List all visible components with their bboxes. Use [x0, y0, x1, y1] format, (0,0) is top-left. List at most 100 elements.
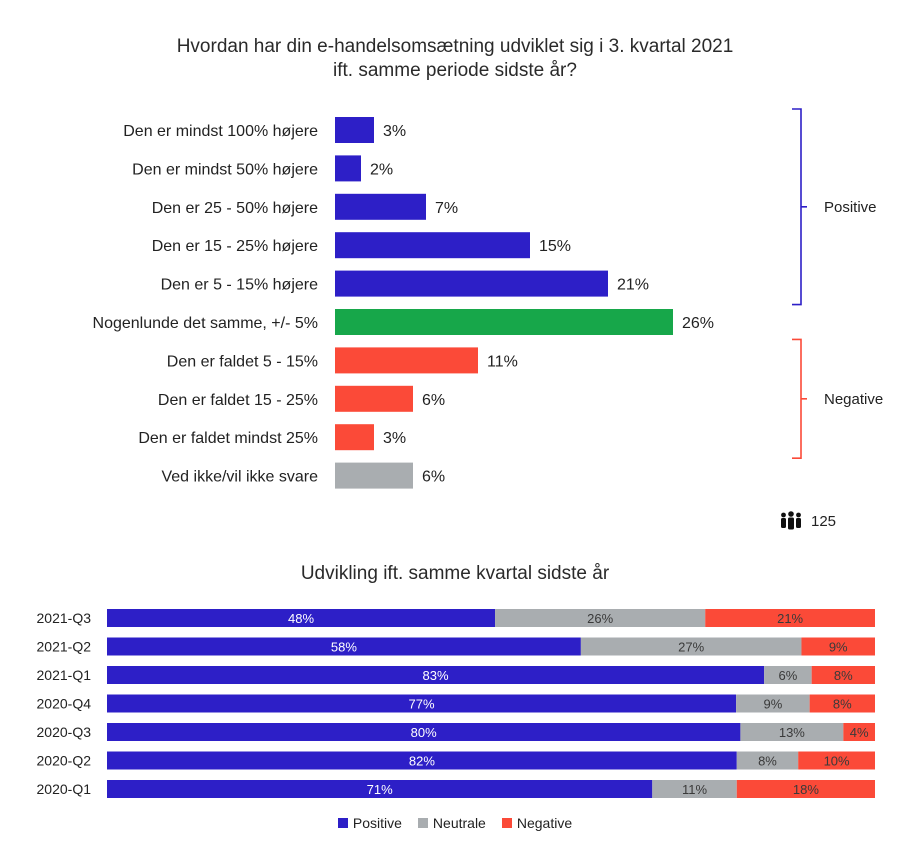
chart2-segment-label: 18% [793, 782, 819, 797]
chart2-bar-segment [798, 751, 875, 770]
chart2-segment-label: 4% [850, 725, 869, 740]
chart2-bar-segment [107, 694, 737, 713]
chart1-bar [335, 117, 374, 143]
chart2-segment-label: 13% [779, 725, 805, 740]
chart2-bar-segment [736, 694, 810, 713]
chart2-bar-segment [107, 723, 741, 741]
legend-swatch-negative [501, 818, 512, 828]
chart1-value-label: 15% [539, 238, 571, 255]
chart2-segment-label: 83% [423, 668, 449, 683]
chart2-segment-label: 11% [682, 782, 707, 797]
chart1-category-label: Den er 5 - 15% højere [161, 277, 319, 294]
legend-item-neutral: Neutrale [417, 815, 486, 831]
legend-label-neutral: Neutrale [432, 815, 486, 831]
chart2-bar-segment [107, 751, 737, 770]
chart2-segment-label: 8% [833, 697, 852, 712]
chart2-bar-segment [809, 694, 875, 713]
chart1-value-label: 2% [370, 161, 393, 178]
legend-item-positive: Positive [337, 815, 402, 831]
chart1-category-label: Den er 15 - 25% højere [152, 238, 318, 255]
distribution-bar-chart: Den er mindst 100% højere 3% Den er mindst… [93, 108, 883, 489]
chart2-bar-segment [843, 723, 875, 741]
legend-item-negative: Negative [501, 815, 573, 831]
chart1-value-label: 26% [682, 315, 714, 332]
chart1-bar [335, 462, 413, 489]
chart2-legend: Positive Neutrale Negative [0, 815, 910, 831]
chart2-category-label: 2020-Q2 [37, 753, 92, 769]
chart1-value-label: 6% [422, 392, 445, 409]
chart2-bar-segment [736, 780, 875, 798]
chart1-bracket [792, 108, 807, 306]
chart1-bar [335, 424, 374, 451]
chart1-value-label: 7% [435, 200, 458, 217]
chart2-bar-segment [801, 637, 875, 656]
respondent-count: 125 [779, 509, 836, 533]
chart1-value-label: 3% [383, 123, 406, 140]
chart1-value-label: 3% [383, 430, 406, 447]
chart2-segment-label: 27% [678, 640, 704, 655]
chart2-bar-segment [580, 637, 802, 656]
chart1-bar [335, 270, 608, 297]
chart2-segment-label: 48% [288, 611, 314, 626]
legend-label-negative: Negative [516, 815, 573, 831]
chart1-category-label: Nogenlunde det samme, +/- 5% [93, 315, 318, 332]
chart1-title-line1: Hvordan har din e-handelsomsætning udvik… [176, 36, 734, 57]
chart2-category-label: 2020-Q3 [37, 724, 92, 740]
chart2-segment-label: 9% [829, 640, 848, 655]
respondent-count-value: 125 [811, 512, 837, 530]
chart1-category-label: Den er mindst 50% højere [132, 161, 318, 178]
chart1-category-label: Den er faldet 5 - 15% [167, 353, 318, 370]
chart1-category-label: Den er 25 - 50% højere [152, 200, 318, 217]
chart1-bar [335, 347, 478, 374]
chart2-category-label: 2021-Q2 [37, 639, 92, 655]
chart1-title: Hvordan har din e-handelsomsætning udvik… [0, 35, 910, 83]
chart2-segment-label: 8% [834, 668, 853, 683]
chart2-segment-label: 9% [763, 697, 782, 712]
chart2-segment-label: 21% [777, 611, 803, 626]
chart1-title-line2: ift. samme periode sidste år? [333, 60, 577, 81]
chart1-value-label: 11% [487, 353, 518, 370]
chart1-bar [335, 385, 413, 412]
chart2-bar-segment [652, 780, 737, 798]
chart1-bracket [792, 338, 807, 459]
legend-label-positive: Positive [352, 815, 402, 831]
chart2-segment-label: 80% [411, 725, 437, 740]
chart1-category-label: Ved ikke/vil ikke svare [161, 469, 318, 486]
chart2-bar-segment [736, 751, 799, 770]
chart2-segment-label: 77% [409, 697, 435, 712]
chart1-bracket-label: Positive [824, 199, 877, 216]
chart2-segment-label: 26% [587, 611, 613, 626]
chart2-segment-label: 10% [824, 754, 850, 769]
chart2-bar-segment [705, 609, 875, 627]
chart1-bar [335, 193, 426, 220]
chart2-bar-segment [107, 780, 653, 798]
chart2-bar-segment [495, 609, 706, 627]
chart2-category-label: 2021-Q3 [37, 610, 92, 626]
chart1-category-label: Den er faldet mindst 25% [138, 430, 318, 447]
chart2-bar-segment [811, 666, 875, 684]
quarterly-stacked-bar-chart: 2021-Q3 48% 26% 21% 2021-Q2 58% 27% 9% 2021-Q1 83… [37, 609, 875, 798]
chart2-segment-label: 82% [409, 754, 435, 769]
chart1-bar [335, 309, 673, 335]
chart2-bar-segment [107, 666, 765, 684]
legend-swatch-positive [337, 818, 348, 828]
chart2-segment-label: 71% [367, 782, 393, 797]
chart2-bar-segment [764, 666, 812, 684]
legend-swatch-neutral [417, 818, 428, 828]
chart1-bar [335, 232, 530, 259]
chart2-segment-label: 6% [779, 668, 798, 683]
chart2-bar-segment [107, 609, 496, 627]
chart1-category-label: Den er faldet 15 - 25% [158, 392, 318, 409]
chart2-category-label: 2020-Q4 [37, 696, 92, 712]
people-group-icon [781, 511, 801, 530]
chart1-value-label: 21% [617, 277, 649, 294]
chart2-category-label: 2021-Q1 [37, 667, 92, 683]
chart2-bar-segment [740, 723, 844, 741]
chart1-bar [335, 155, 361, 182]
chart2-segment-label: 8% [758, 754, 777, 769]
chart2-bar-segment [107, 637, 581, 656]
chart1-category-label: Den er mindst 100% højere [123, 123, 318, 140]
chart2-category-label: 2020-Q1 [37, 781, 92, 797]
chart2-segment-label: 58% [331, 640, 357, 655]
chart1-value-label: 6% [422, 469, 445, 486]
